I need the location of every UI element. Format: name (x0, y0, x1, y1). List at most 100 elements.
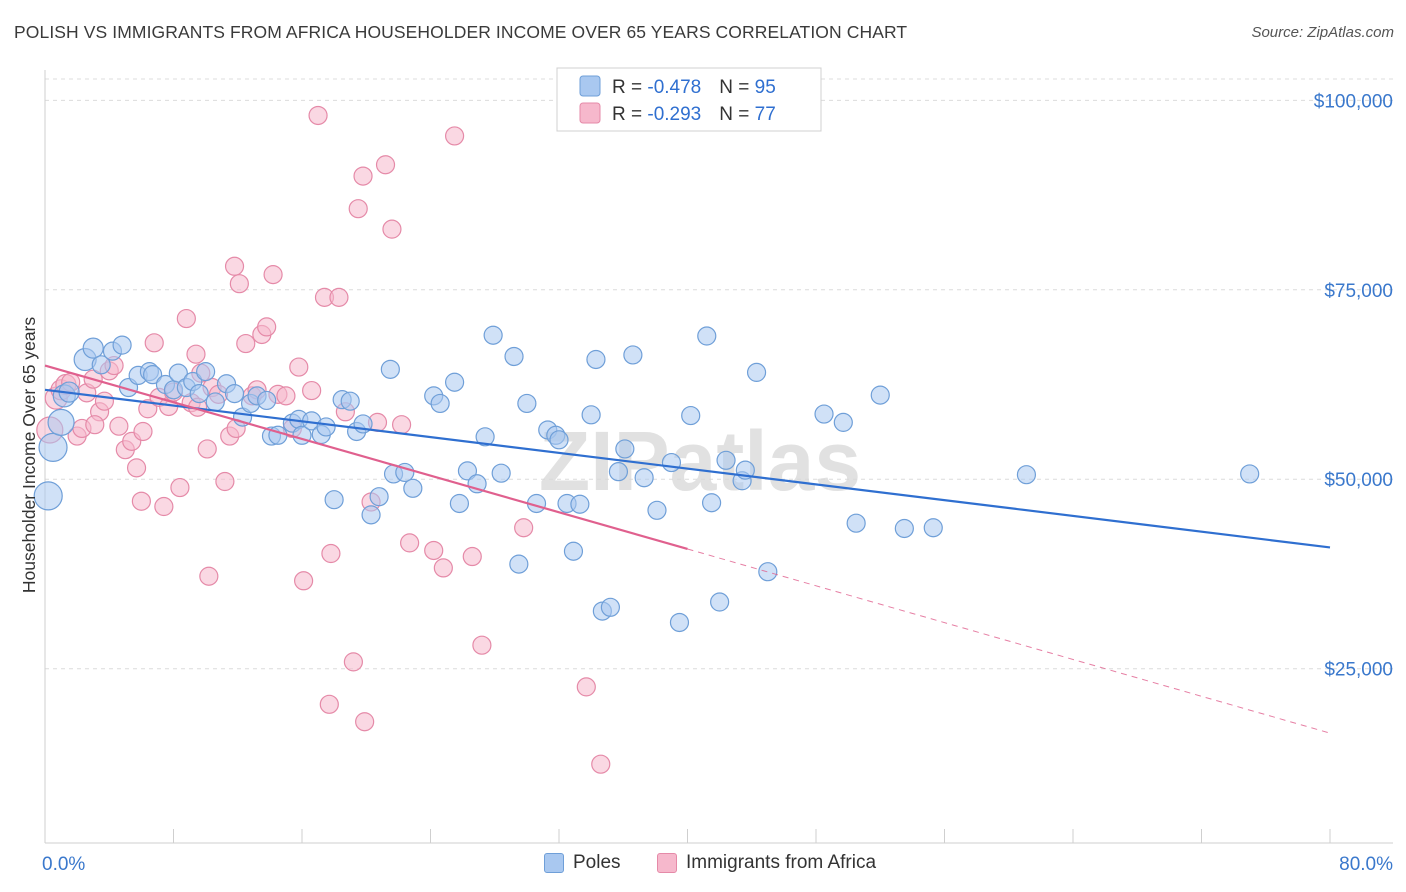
africa-point-33 (215, 471, 235, 492)
africa-point-47 (294, 571, 314, 591)
poles-point-66 (581, 405, 601, 425)
africa-point-19 (144, 333, 164, 353)
grid-lines (45, 78, 1393, 670)
legend-r-label-2: R = (612, 104, 647, 125)
poles-point-89 (870, 385, 890, 405)
africa-point-35 (224, 256, 245, 276)
trend-line-dashed-1 (687, 548, 1331, 734)
poles-point-27 (257, 390, 277, 411)
poles-point-57 (509, 554, 529, 574)
poles-point-81 (716, 450, 736, 470)
poles-point-42 (369, 487, 389, 507)
poles-point-21 (205, 392, 225, 412)
legend-top-row2: R = -0.293 N = 77 (612, 104, 776, 125)
poles-point-6 (82, 337, 104, 359)
africa-swatch (657, 853, 677, 873)
africa-point-62 (382, 219, 402, 239)
poles-point-87 (833, 412, 853, 432)
africa-point-21 (154, 496, 174, 517)
africa-point-44 (276, 386, 296, 406)
africa-point-56 (348, 199, 368, 219)
africa-point-61 (375, 155, 396, 175)
africa-point-48 (302, 380, 322, 401)
africa-point-58 (355, 712, 375, 732)
poles-point-37 (340, 391, 360, 411)
poles-point-77 (681, 405, 701, 426)
africa-point-41 (257, 317, 277, 337)
poles-point-72 (623, 345, 643, 365)
africa-point-32 (199, 566, 219, 586)
legend-n-value-2: 77 (755, 104, 776, 125)
poles-point-70 (608, 462, 629, 482)
africa-point-29 (197, 439, 217, 459)
africa-point-25 (176, 308, 196, 329)
africa-point-71 (576, 677, 596, 697)
poles-point-55 (491, 463, 511, 483)
africa-point-76 (85, 415, 105, 435)
poles-point-9 (112, 335, 132, 355)
legend-r-value-1: -0.478 (647, 77, 701, 98)
poles-point-56 (504, 346, 524, 367)
poles-point-79 (701, 493, 722, 513)
trend-lines (44, 364, 1331, 734)
y-tick-label-1: $50,000 (1324, 470, 1393, 491)
legend-r-value-2: -0.293 (647, 104, 701, 125)
legend-n-label-2: N = (719, 104, 754, 125)
legend-label-poles: Poles (573, 852, 621, 873)
poles-point-0 (33, 481, 63, 511)
africa-point-10 (94, 391, 115, 411)
poles-point-41 (361, 505, 381, 525)
poles-point-92 (1016, 465, 1037, 485)
poles-point-49 (444, 372, 465, 392)
y-axis-label: Householder Income Over 65 years (19, 317, 39, 593)
x-tick-label-0: 0.0% (42, 854, 85, 875)
poles-point-62 (549, 430, 569, 450)
poles-point-73 (634, 468, 654, 488)
y-tick-label-2: $75,000 (1324, 281, 1393, 302)
poles-point-19 (189, 383, 209, 404)
poles-point-16 (168, 363, 188, 383)
y-tick-labels: $25,000 $50,000 $75,000 $100,000 (1314, 91, 1393, 680)
africa-point-51 (319, 694, 339, 714)
legend-top-poles-swatch (579, 75, 601, 97)
poles-point-48 (430, 393, 450, 414)
poles-point-23 (224, 383, 245, 404)
africa-point-13 (109, 416, 129, 436)
y-tick-label-3: $100,000 (1314, 91, 1393, 112)
africa-point-27 (186, 344, 206, 364)
poles-point-46 (403, 478, 423, 498)
poles-point-74 (647, 500, 667, 520)
poles-point-93 (1240, 464, 1260, 484)
poles-point-51 (457, 461, 478, 481)
poles-point-90 (894, 518, 914, 539)
poles-point-2 (47, 408, 75, 436)
poles-point-84 (746, 362, 767, 382)
africa-point-17 (131, 491, 151, 511)
poles-point-38 (324, 490, 344, 510)
legend-bottom: Poles Immigrants from Africa (0, 852, 1406, 878)
poles-point-54 (483, 325, 503, 345)
poles-point-67 (586, 349, 606, 370)
poles-point-1 (38, 432, 68, 463)
trend-line-1 (44, 364, 688, 551)
legend-item-africa: Immigrants from Africa (657, 852, 876, 874)
africa-point-64 (400, 533, 420, 553)
africa-point-72 (591, 754, 611, 774)
africa-point-63 (391, 415, 412, 435)
africa-point-69 (472, 635, 492, 655)
poles-point-29 (268, 425, 288, 445)
poles-point-86 (814, 404, 834, 424)
africa-point-42 (263, 265, 283, 285)
africa-point-53 (329, 287, 349, 307)
legend-top-africa-swatch (579, 102, 601, 124)
x-tick-labels: 0.0% 80.0% (42, 854, 1393, 875)
africa-point-67 (444, 126, 465, 146)
africa-point-70 (514, 518, 534, 538)
poles-point-78 (697, 326, 717, 346)
legend-n-label-1: N = (719, 77, 754, 98)
poles-point-85 (758, 562, 778, 582)
x-tick-label-1: 80.0% (1339, 854, 1393, 875)
source-credit: Source: ZipAtlas.com (1251, 24, 1394, 41)
africa-point-75 (133, 421, 153, 442)
